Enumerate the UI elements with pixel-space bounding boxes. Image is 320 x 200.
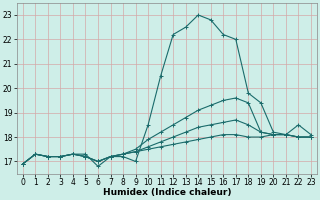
X-axis label: Humidex (Indice chaleur): Humidex (Indice chaleur) [103, 188, 231, 197]
